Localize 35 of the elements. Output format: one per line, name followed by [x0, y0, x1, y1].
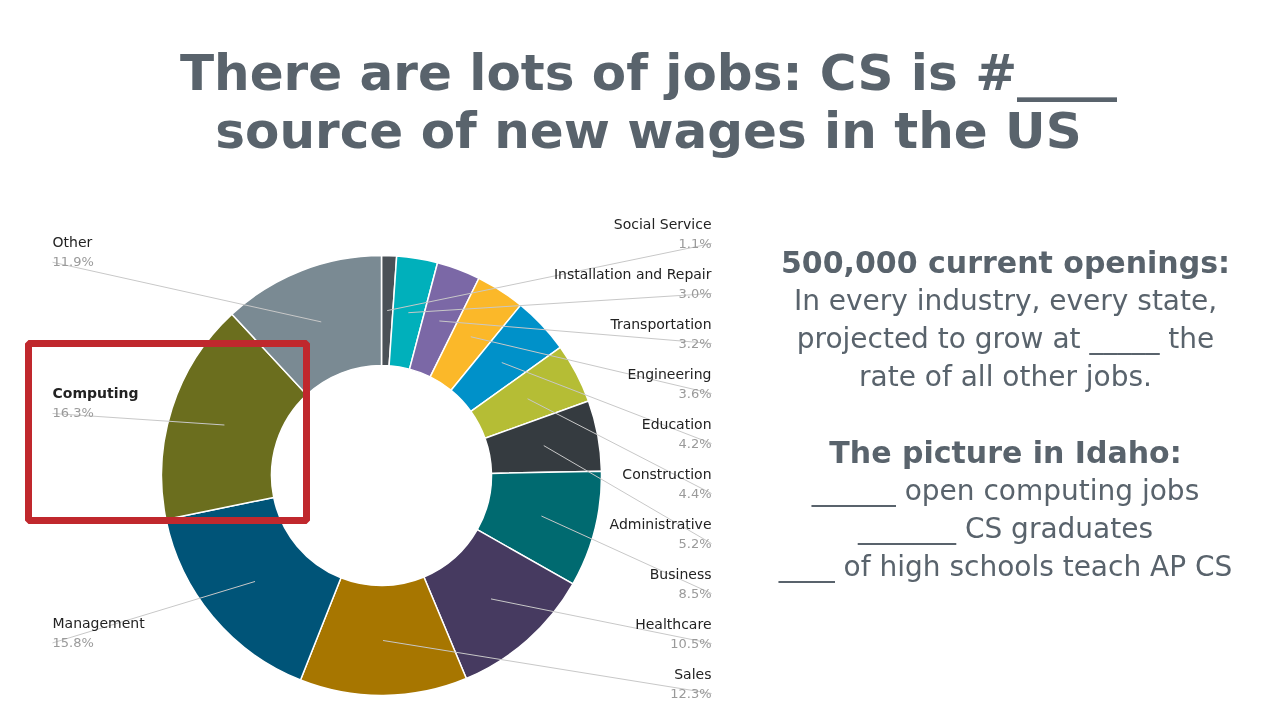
text: ____ of high schools teach AP CS [777, 550, 1233, 583]
data-label: 1.1% [678, 235, 712, 251]
slice-label: Healthcare [635, 615, 712, 632]
slice-label: Installation and Repair [553, 265, 712, 282]
slice-label: Administrative [609, 515, 712, 532]
data-label: 4.2% [678, 435, 712, 451]
slice-label: Management [52, 614, 146, 631]
chart-title: There are lots of jobs: CS is #____ source of new wages in the US [179, 43, 1118, 160]
text: rate of all other jobs. [859, 360, 1152, 393]
data-label: 8.5% [678, 585, 712, 601]
slice-label: Computing [52, 385, 139, 402]
slice-label: Other [52, 234, 93, 251]
text: _______ CS graduates [856, 512, 1154, 545]
data-label: 3.2% [678, 335, 712, 351]
data-label: 11.9% [52, 254, 94, 270]
data-label: 4.4% [678, 485, 712, 501]
text: 500,000 current openings: [780, 245, 1231, 280]
data-label: 3.6% [678, 385, 712, 401]
data-label: 12.3% [670, 685, 712, 701]
slice-label: Social Service [613, 215, 712, 232]
data-label: 15.8% [52, 634, 94, 650]
data-label: 16.3% [52, 405, 94, 421]
data-label: 10.5% [670, 635, 712, 651]
slice-label: Construction [622, 465, 712, 482]
slice-label: Transportation [609, 315, 712, 332]
data-label: 3.0% [678, 285, 712, 301]
slice-label: Sales [674, 665, 712, 682]
text: projected to grow at _____ the [796, 322, 1215, 355]
slice-label: Education [641, 415, 712, 432]
text: In every industry, every state, [793, 284, 1218, 317]
text: The picture in Idaho: [829, 435, 1182, 470]
slice-label: Engineering [627, 365, 712, 382]
data-label: 5.2% [678, 535, 712, 551]
slice-label: Business [649, 565, 712, 582]
text: ______ open computing jobs [810, 474, 1200, 507]
